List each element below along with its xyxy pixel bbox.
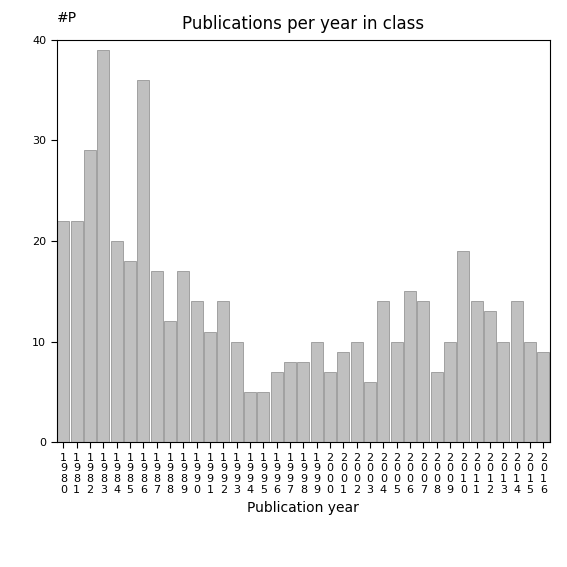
- Bar: [151, 271, 163, 442]
- Bar: [257, 392, 269, 442]
- Bar: [458, 251, 469, 442]
- Bar: [417, 302, 429, 442]
- Bar: [98, 50, 109, 442]
- Bar: [378, 302, 390, 442]
- Bar: [164, 321, 176, 442]
- Bar: [324, 372, 336, 442]
- Bar: [137, 80, 149, 442]
- Bar: [471, 302, 483, 442]
- Bar: [524, 341, 536, 442]
- Bar: [191, 302, 202, 442]
- Bar: [391, 341, 403, 442]
- Bar: [231, 341, 243, 442]
- Bar: [511, 302, 523, 442]
- Bar: [84, 150, 96, 442]
- Bar: [404, 291, 416, 442]
- Bar: [204, 332, 216, 442]
- Bar: [124, 261, 136, 442]
- Bar: [538, 352, 549, 442]
- Title: Publications per year in class: Publications per year in class: [182, 15, 425, 32]
- Bar: [297, 362, 310, 442]
- Bar: [497, 341, 509, 442]
- Bar: [311, 341, 323, 442]
- Bar: [71, 221, 83, 442]
- Bar: [431, 372, 443, 442]
- Bar: [57, 221, 69, 442]
- Bar: [270, 372, 283, 442]
- Bar: [111, 241, 122, 442]
- Bar: [444, 341, 456, 442]
- Bar: [350, 341, 363, 442]
- Bar: [177, 271, 189, 442]
- Bar: [284, 362, 296, 442]
- X-axis label: Publication year: Publication year: [247, 501, 359, 515]
- Bar: [484, 311, 496, 442]
- Bar: [337, 352, 349, 442]
- Bar: [217, 302, 230, 442]
- Bar: [364, 382, 376, 442]
- Text: #P: #P: [57, 11, 77, 24]
- Bar: [244, 392, 256, 442]
